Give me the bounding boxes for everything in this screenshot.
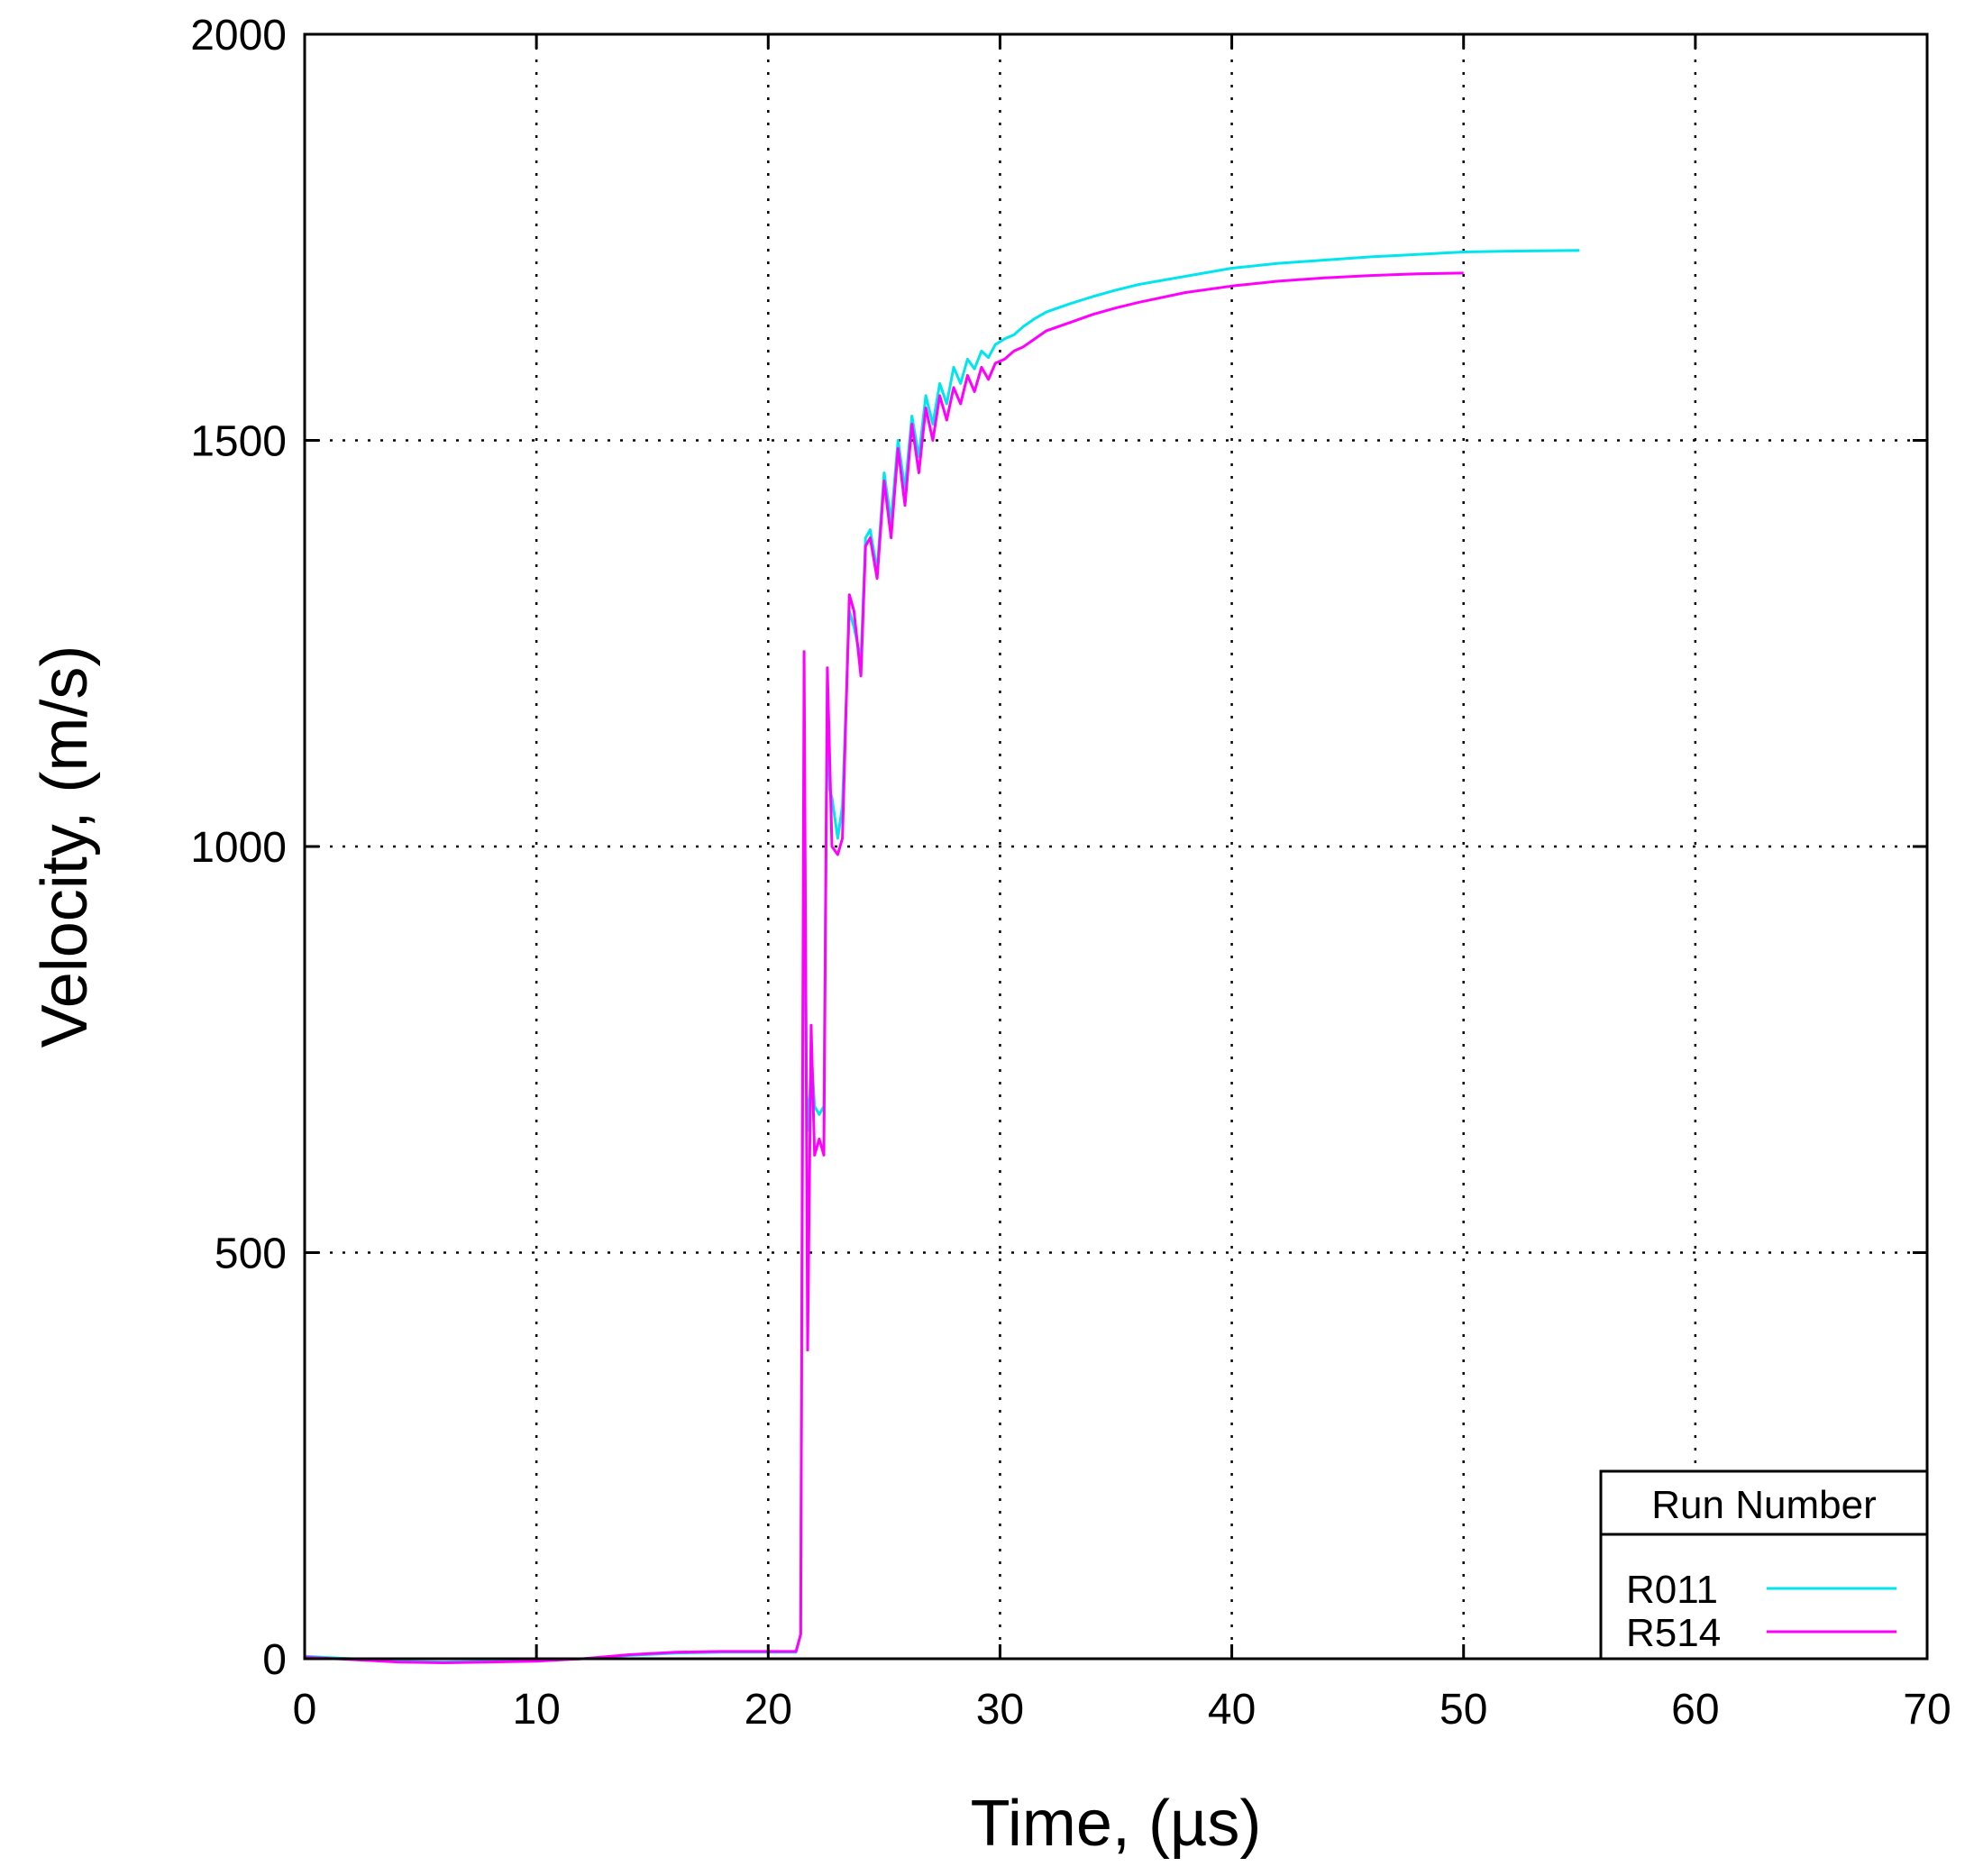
x-tick-label: 20 xyxy=(745,1686,792,1734)
x-tick-label: 70 xyxy=(1903,1686,1951,1734)
x-tick-label: 40 xyxy=(1208,1686,1256,1734)
y-axis-title: Velocity, (m/s) xyxy=(29,645,101,1048)
legend-box xyxy=(1599,1469,1929,1661)
y-tick-label: 500 xyxy=(215,1231,287,1278)
x-tick-label: 0 xyxy=(293,1686,317,1734)
y-tick-label: 0 xyxy=(262,1636,287,1684)
axis-ticks: 0 10 20 30 40 50 60 70 0 500 1000 1500 2000 xyxy=(190,12,1951,1734)
series-line-r011 xyxy=(304,249,1580,1664)
x-tick-label: 30 xyxy=(976,1686,1024,1734)
y-tick-label: 2000 xyxy=(190,12,287,59)
plot-frame xyxy=(303,32,1929,1661)
legend-label-r514: R514 xyxy=(1626,1611,1721,1655)
y-tick-label: 1000 xyxy=(190,824,287,872)
y-tick-label: 1500 xyxy=(190,418,287,466)
grid-lines xyxy=(305,34,1927,1659)
series-line-r514 xyxy=(304,271,1464,1664)
legend-title: Run Number xyxy=(1651,1483,1876,1527)
legend-label-r011: R011 xyxy=(1626,1568,1718,1612)
x-tick-label: 60 xyxy=(1671,1686,1719,1734)
x-tick-label: 10 xyxy=(512,1686,560,1734)
series-lines xyxy=(304,249,1580,1664)
x-axis-title: Time, (µs) xyxy=(971,1788,1262,1860)
x-tick-label: 50 xyxy=(1439,1686,1487,1734)
